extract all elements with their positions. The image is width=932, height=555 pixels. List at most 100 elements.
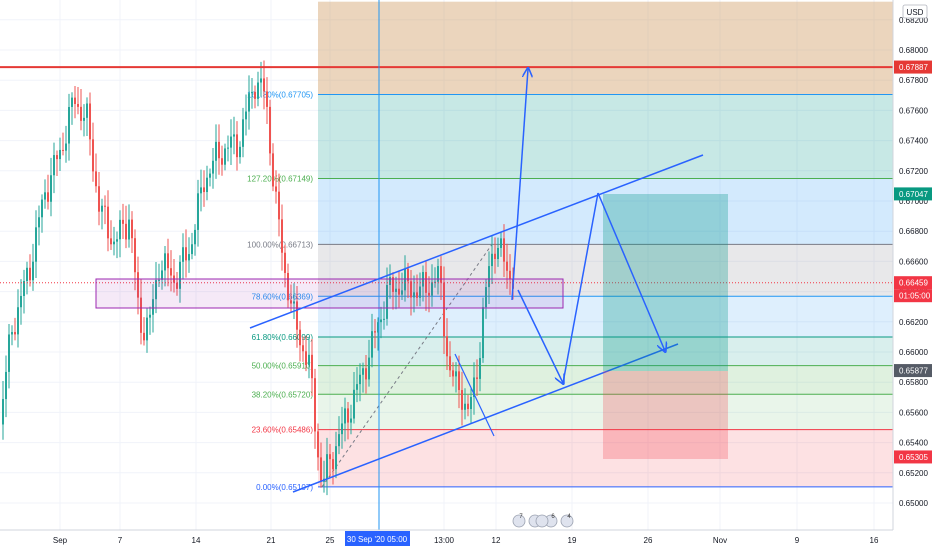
price-badge: 0.67047 [894, 187, 932, 201]
candle [134, 229, 136, 291]
candle [161, 260, 163, 290]
candle [497, 237, 499, 267]
candle [452, 362, 454, 387]
projection-arrow-down-1[interactable] [517, 289, 563, 383]
candle [251, 78, 253, 109]
candle-body [341, 423, 343, 435]
candle-body [344, 408, 346, 424]
currency-label-box[interactable] [902, 4, 928, 19]
candle-body [473, 377, 475, 397]
candle-body [326, 454, 328, 479]
candle-body [311, 354, 313, 379]
position-target-zone[interactable] [603, 194, 728, 371]
price-tick-label: 0.67400 [899, 137, 928, 146]
candle [377, 317, 379, 351]
candle [296, 286, 298, 348]
position-stop-zone[interactable] [603, 371, 728, 459]
time-tick-label: 14 [192, 536, 201, 545]
candle [374, 319, 376, 349]
price-badge: 0.65305 [894, 450, 932, 464]
candle-body [56, 155, 58, 160]
candle-body [32, 261, 34, 281]
candle [404, 255, 406, 302]
candle [353, 371, 355, 424]
candle-body [224, 148, 226, 165]
candle [29, 254, 31, 287]
candle-body [23, 280, 25, 296]
projection-arrow-up[interactable] [562, 192, 599, 384]
candle [116, 231, 118, 259]
candle-body [503, 238, 505, 262]
candle-body [77, 103, 79, 107]
candle-body [350, 418, 352, 423]
candle-body [212, 160, 214, 174]
candle [332, 451, 334, 485]
candle [509, 254, 511, 295]
candle-body [152, 299, 154, 315]
price-tick-label: 0.65400 [899, 439, 928, 448]
candle-body [239, 146, 241, 158]
candle [149, 306, 151, 335]
candle [212, 147, 214, 189]
candle-body [131, 219, 133, 239]
candle-body [386, 284, 388, 319]
candle-body [401, 290, 403, 295]
event-count: 4 [567, 514, 571, 520]
event-flag-icon[interactable] [560, 514, 574, 528]
candle-body [227, 147, 229, 149]
candle-body [125, 223, 127, 240]
candle [275, 170, 277, 204]
time-tick-label: 21 [267, 536, 276, 545]
candle-body [185, 247, 187, 261]
candle [440, 256, 442, 300]
candle [287, 263, 289, 308]
candle-body [479, 358, 481, 379]
breakout-arrow[interactable] [511, 69, 528, 301]
candle [23, 269, 25, 314]
fib-trend-line[interactable] [321, 244, 493, 488]
candle-body [221, 158, 223, 165]
candle [311, 338, 313, 396]
candle-body [53, 155, 55, 176]
fib-level-label: 0.00%(0.65107) [256, 483, 313, 492]
candle [2, 381, 4, 440]
pullback-trendline[interactable] [454, 353, 495, 437]
time-tick-label: 13:00 [434, 536, 455, 545]
consolidation-box[interactable] [95, 278, 564, 309]
projection-arrow-down-2[interactable] [597, 192, 665, 351]
channel-upper-line[interactable] [249, 154, 704, 329]
crosshair-date-label: 30 Sep '20 05:00 [347, 535, 408, 544]
candle [383, 301, 385, 330]
time-tick-label: 16 [870, 536, 879, 545]
candle-body [29, 267, 31, 281]
candle-body [167, 253, 169, 269]
candle-body [284, 252, 286, 273]
candle [101, 198, 103, 230]
candle [320, 442, 322, 488]
candle-body [257, 82, 259, 99]
price-badge: 0.66459 [894, 276, 932, 290]
candle-body [92, 139, 94, 172]
candle-body [320, 457, 322, 482]
drawings-layer[interactable]: 7 6 4 [0, 0, 893, 530]
candle-body [5, 371, 7, 400]
event-flag-icon[interactable] [512, 514, 526, 528]
candle [80, 89, 82, 131]
event-icons[interactable]: 7 6 4 [512, 514, 574, 528]
event-flag-icon[interactable] [535, 514, 549, 528]
price-badge-box [894, 364, 932, 378]
candle-body [71, 97, 73, 107]
candle [185, 229, 187, 278]
candle [491, 235, 493, 285]
fibonacci-retracement[interactable]: 0.00%(0.65107) 23.60%(0.65486) 38.20%(0.65… [247, 1, 893, 492]
candle-body [356, 384, 358, 390]
candle-body [371, 331, 373, 358]
candle-body [134, 238, 136, 273]
candle [119, 210, 121, 258]
candle-body [296, 301, 298, 330]
candle-body [191, 244, 193, 255]
candle-body [314, 378, 316, 432]
candle [206, 165, 208, 201]
